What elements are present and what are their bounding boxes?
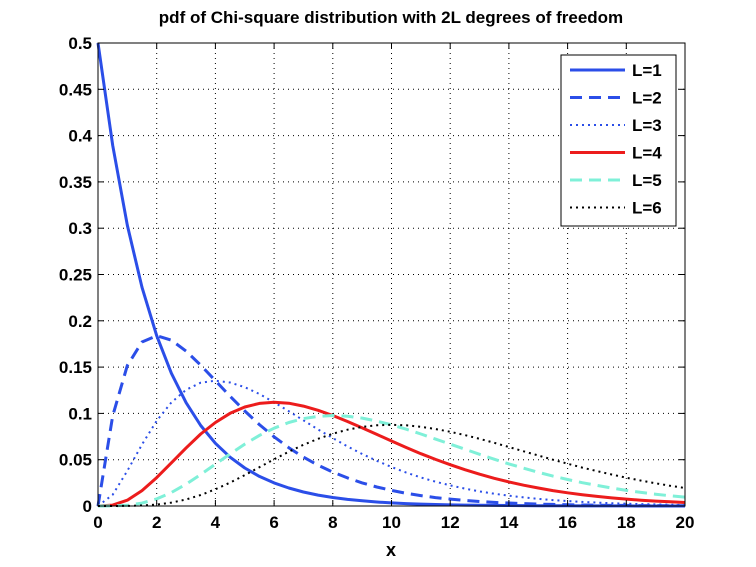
x-tick-label: 0 bbox=[93, 513, 102, 532]
x-tick-label: 20 bbox=[676, 513, 695, 532]
x-axis-label: x bbox=[386, 540, 396, 560]
x-tick-label: 8 bbox=[328, 513, 337, 532]
x-tick-label: 18 bbox=[617, 513, 636, 532]
legend-label: L=2 bbox=[632, 89, 662, 108]
series-line-6 bbox=[98, 423, 686, 507]
y-tick-label: 0.1 bbox=[68, 404, 92, 423]
x-tick-label: 14 bbox=[499, 513, 518, 532]
x-tick-label: 10 bbox=[382, 513, 401, 532]
y-tick-label: 0.25 bbox=[59, 266, 92, 285]
series-line-4 bbox=[97, 400, 686, 508]
axes bbox=[97, 42, 686, 507]
x-tick-label: 4 bbox=[211, 513, 221, 532]
y-tick-label: 0.45 bbox=[59, 80, 92, 99]
x-tick-label: 2 bbox=[152, 513, 161, 532]
y-tick-label: 0.15 bbox=[59, 358, 92, 377]
legend-label: L=1 bbox=[632, 61, 662, 80]
y-tick-label: 0.05 bbox=[59, 451, 92, 470]
plot-frame bbox=[97, 42, 686, 507]
x-tick-label: 16 bbox=[558, 513, 577, 532]
series-line-5 bbox=[97, 414, 686, 508]
y-tick-label: 0.35 bbox=[59, 173, 92, 192]
legend-label: L=5 bbox=[632, 171, 662, 190]
tick-labels: 0 2 4 6 8 10 12 14 16 18 20 0 0.05 0.1 0.15 0.2 0.25 0.3 0… bbox=[59, 34, 695, 532]
y-tick-label: 0 bbox=[83, 497, 92, 516]
legend-label: L=6 bbox=[632, 199, 662, 218]
legend-box bbox=[560, 54, 677, 227]
y-tick-label: 0.2 bbox=[68, 312, 92, 331]
legend-label: L=3 bbox=[632, 116, 662, 135]
y-tick-label: 0.4 bbox=[68, 127, 92, 146]
x-tick-label: 6 bbox=[269, 513, 278, 532]
y-tick-label: 0.3 bbox=[68, 219, 92, 238]
x-tick-label: 12 bbox=[441, 513, 460, 532]
series-line-2 bbox=[96, 334, 686, 508]
chart-title: pdf of Chi-square distribution with 2L d… bbox=[159, 8, 623, 27]
legend: L=1 L=2 L=3 L=4 L=5 L=6 bbox=[560, 54, 677, 227]
y-tick-label: 0.5 bbox=[68, 34, 92, 53]
legend-label: L=4 bbox=[632, 144, 662, 163]
